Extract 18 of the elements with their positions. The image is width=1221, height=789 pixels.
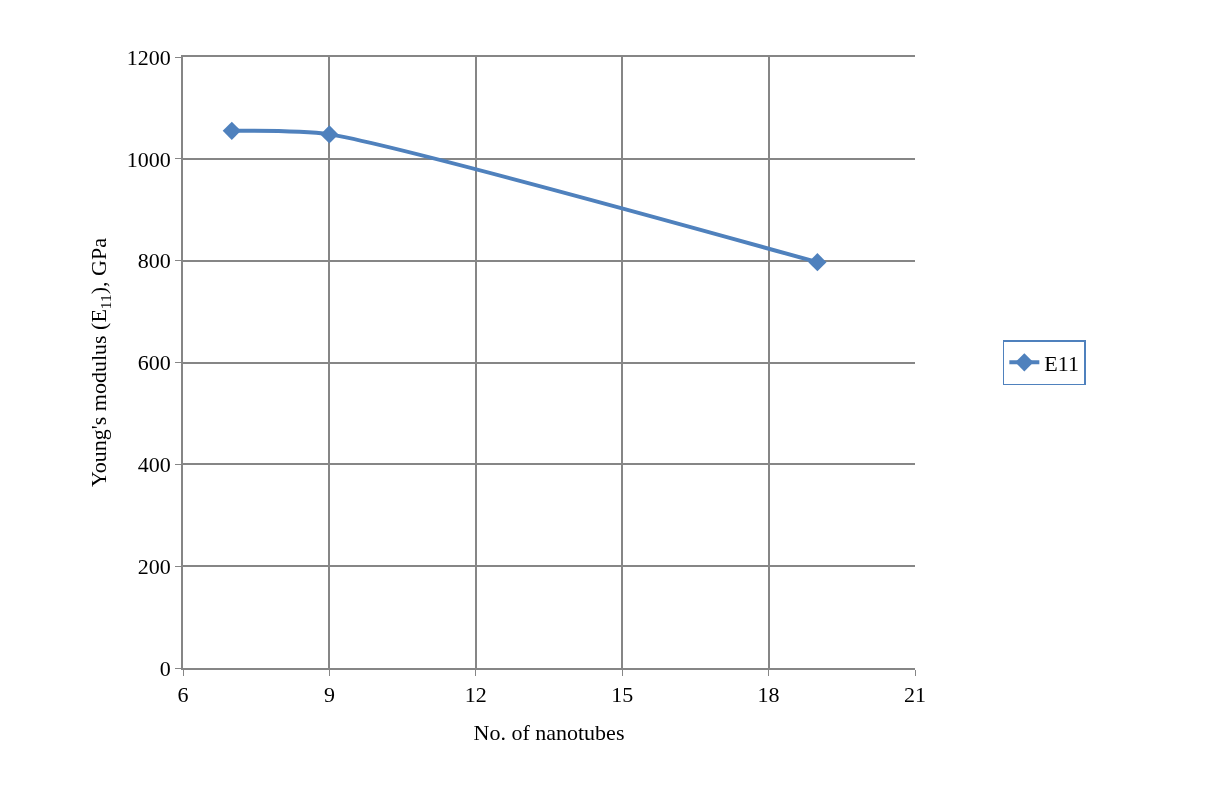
legend-label: E11 [1044, 350, 1079, 376]
x-tick-label: 6 [177, 682, 189, 708]
x-tick-label: 12 [464, 682, 487, 708]
point [222, 121, 241, 140]
x-tick-label: 9 [323, 682, 335, 708]
x-axis-title: No. of nanotubes [473, 719, 625, 745]
y-tick-label: 1000 [126, 146, 171, 172]
x-tick-label: 18 [757, 682, 780, 708]
y-tick-label: 0 [159, 655, 171, 681]
point [808, 253, 827, 272]
x-tick-label: 21 [904, 682, 926, 708]
y-tick-label: 1200 [126, 44, 171, 70]
y-tick-label: 800 [137, 248, 171, 274]
x-tick-label: 15 [611, 682, 634, 708]
point [320, 125, 339, 144]
y-tick-label: 400 [137, 452, 171, 478]
y-tick-label: 200 [137, 553, 171, 579]
y-tick-label: 600 [137, 350, 171, 376]
